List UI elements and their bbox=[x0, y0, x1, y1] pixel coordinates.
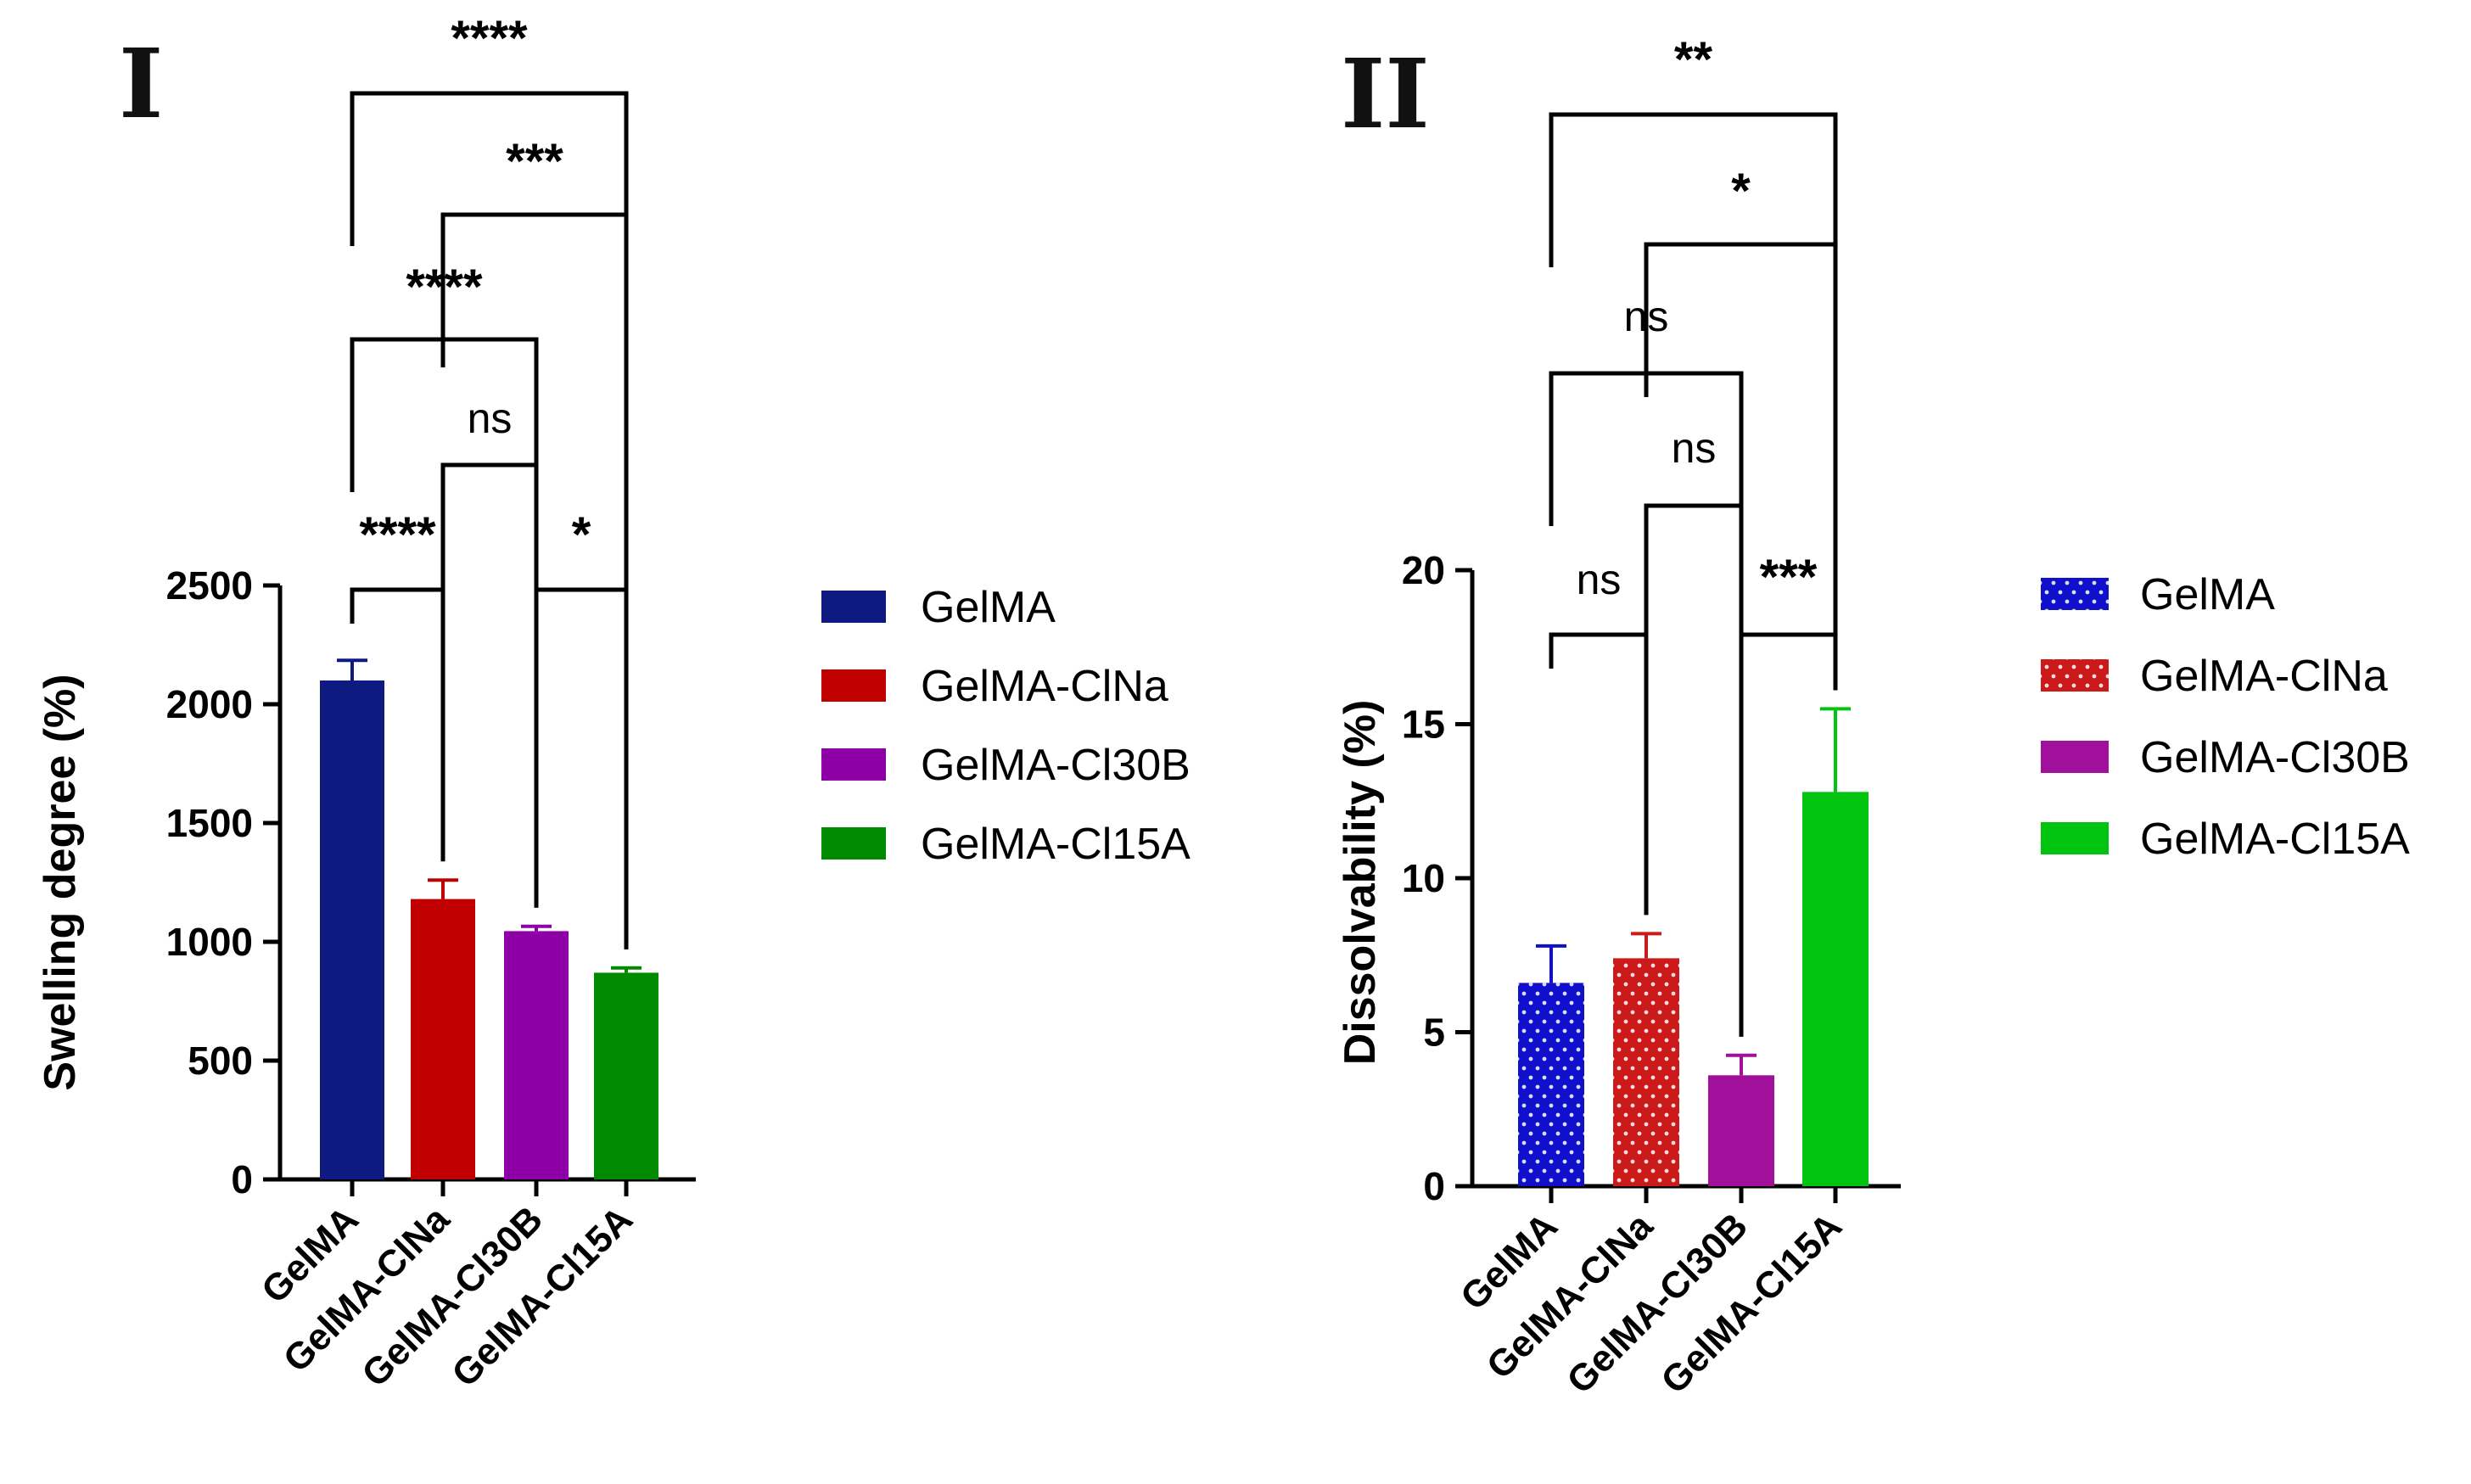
legend-label: GelMA-Cl15A bbox=[2140, 815, 2410, 864]
legend-swatch-pattern bbox=[2041, 659, 2109, 692]
legend-label: GelMA-Cl30B bbox=[921, 741, 1191, 790]
significance-label: *** bbox=[1760, 550, 1818, 605]
y-axis-title: Dissolvability (%) bbox=[1336, 700, 1385, 1066]
bars bbox=[320, 680, 658, 1179]
panel-label-i: I bbox=[119, 29, 163, 140]
y-tick-label: 1000 bbox=[166, 920, 253, 964]
bar-dot-pattern bbox=[1613, 958, 1679, 1186]
legend: GelMA GelMA-ClNa GelMA-Cl30B GelMA-Cl15A bbox=[2041, 570, 2410, 864]
significance-bracket bbox=[1739, 632, 1838, 691]
significance-label: ns bbox=[1672, 424, 1717, 472]
legend-label: GelMA-ClNa bbox=[2140, 652, 2388, 701]
legend-swatch-pattern bbox=[2041, 578, 2109, 610]
y-tick-label: 0 bbox=[1423, 1164, 1445, 1208]
significance-bracket bbox=[1549, 112, 1838, 691]
significance-label: *** bbox=[506, 134, 563, 189]
y-tick-label: 15 bbox=[1402, 703, 1445, 747]
legend-label: GelMA bbox=[921, 583, 1056, 632]
legend-label: GelMA-Cl30B bbox=[2140, 733, 2410, 782]
y-tick-label: 0 bbox=[231, 1157, 253, 1201]
legend-label: GelMA-ClNa bbox=[921, 662, 1168, 711]
legend-swatch bbox=[2041, 741, 2109, 773]
legend-swatch bbox=[821, 748, 886, 781]
y-ticks: 0 5 10 15 20 bbox=[1402, 548, 1472, 1208]
significance-label: * bbox=[572, 507, 591, 563]
error-bars bbox=[337, 658, 642, 973]
y-tick-label: 20 bbox=[1402, 548, 1445, 592]
significance-label: **** bbox=[359, 507, 436, 563]
legend: GelMA GelMA-ClNa GelMA-Cl30B GelMA-Cl15A bbox=[821, 583, 1191, 869]
bar bbox=[504, 931, 569, 1179]
x-category-label: GelMA-ClNa bbox=[1479, 1205, 1661, 1387]
error-bars bbox=[1536, 707, 1851, 1076]
legend-swatch bbox=[821, 669, 886, 702]
y-tick-label: 1500 bbox=[166, 801, 253, 845]
legend-swatch bbox=[2041, 822, 2109, 854]
y-axis-title: Swelling degree (%) bbox=[36, 674, 85, 1090]
y-tick-label: 5 bbox=[1423, 1011, 1445, 1055]
significance-bracket bbox=[1549, 632, 1649, 916]
legend-label: GelMA bbox=[2140, 570, 2275, 619]
bars bbox=[1518, 792, 1869, 1186]
significance-bracket bbox=[440, 462, 539, 908]
significance-bracket bbox=[534, 587, 629, 949]
significance-bracket bbox=[350, 91, 629, 949]
significance-label: ns bbox=[1577, 556, 1622, 603]
legend-label: GelMA-Cl15A bbox=[921, 820, 1191, 869]
legend-swatch bbox=[821, 591, 886, 623]
significance-label: ** bbox=[1674, 32, 1713, 87]
y-tick-label: 2000 bbox=[166, 682, 253, 726]
significance-brackets: **** *ns*********** bbox=[350, 11, 629, 949]
bar bbox=[1802, 792, 1869, 1186]
bar bbox=[594, 972, 658, 1179]
bar bbox=[411, 899, 475, 1179]
significance-label: * bbox=[1731, 164, 1751, 219]
significance-label: **** bbox=[451, 11, 528, 66]
bar bbox=[1708, 1075, 1774, 1186]
legend-swatch bbox=[821, 827, 886, 860]
bar bbox=[320, 680, 384, 1179]
significance-bracket bbox=[1644, 503, 1744, 1037]
significance-bracket bbox=[350, 587, 445, 862]
significance-label: ns bbox=[468, 395, 513, 442]
bar-dot-pattern bbox=[1518, 983, 1584, 1186]
y-tick-label: 2500 bbox=[166, 563, 253, 608]
y-tick-label: 500 bbox=[188, 1039, 253, 1083]
panel-dissolvability: II Dissolvability (%) 0 5 10 15 20 GelMA GelM… bbox=[1336, 32, 2410, 1402]
panel-swelling-degree: I Swelling degree (%) 0 500 1000 1500 2000 25… bbox=[36, 11, 1191, 1395]
y-tick-label: 10 bbox=[1402, 856, 1445, 900]
y-ticks: 0 500 1000 1500 2000 2500 bbox=[166, 563, 280, 1201]
panel-label-ii: II bbox=[1341, 39, 1430, 150]
